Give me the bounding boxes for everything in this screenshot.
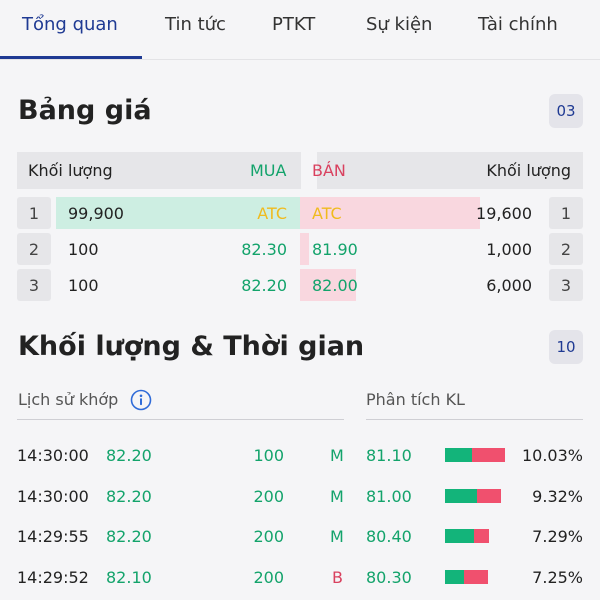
trade-time: 14:29:55 [17, 527, 89, 546]
volume-time-title: Khối lượng & Thời gian [18, 331, 365, 362]
trade-time: 14:29:52 [17, 568, 89, 587]
sell-volume-header: Khối lượng [486, 161, 571, 180]
volume-analysis-label: Phân tích KL [366, 390, 465, 409]
buy-volume-bar [445, 529, 474, 543]
tab-technical[interactable]: PTKT [272, 14, 316, 35]
sell-volume: 1,000 [486, 240, 532, 259]
analysis-price: 80.40 [366, 527, 412, 546]
trade-volume: 200 [253, 527, 284, 546]
header-divider [301, 152, 317, 189]
volume-time-count-badge[interactable]: 10 [549, 330, 583, 364]
price-board-title: Bảng giá [18, 95, 152, 126]
buy-depth-bar [56, 197, 300, 229]
buy-header: MUA [250, 161, 287, 180]
buy-price: 82.20 [241, 276, 287, 295]
trade-history-label: Lịch sử khớp [18, 390, 119, 409]
info-icon[interactable] [130, 389, 152, 411]
buy-volume-bar [445, 489, 477, 503]
analysis-price: 81.00 [366, 487, 412, 506]
sell-volume-bar [477, 489, 501, 503]
buy-price: 82.30 [241, 240, 287, 259]
sell-depth-bar [300, 269, 356, 301]
sell-volume-bar [464, 570, 488, 584]
trade-volume: 200 [253, 487, 284, 506]
active-tab-indicator [0, 56, 142, 59]
trade-volume: 100 [253, 446, 284, 465]
sell-price: 81.90 [312, 240, 358, 259]
trade-time: 14:30:00 [17, 487, 89, 506]
buy-price: ATC [257, 204, 287, 223]
buy-volume: 100 [68, 240, 99, 259]
trade-price: 82.10 [106, 568, 152, 587]
trade-side: M [330, 446, 344, 465]
analysis-divider [366, 419, 583, 420]
row-index-right: 1 [549, 197, 583, 229]
trade-price: 82.20 [106, 446, 152, 465]
trade-price: 82.20 [106, 527, 152, 546]
analysis-percent: 7.25% [532, 568, 583, 587]
buy-volume-bar [445, 570, 464, 584]
analysis-percent: 10.03% [521, 446, 583, 465]
buy-volume: 100 [68, 276, 99, 295]
sell-volume-bar [474, 529, 489, 543]
row-index-left: 1 [17, 197, 51, 229]
buy-volume: 99,900 [68, 204, 124, 223]
sell-volume-bar [472, 448, 505, 462]
trade-time: 14:30:00 [17, 446, 89, 465]
buy-volume-header: Khối lượng [28, 161, 113, 180]
buy-volume-bar [445, 448, 472, 462]
tab-news[interactable]: Tin tức [165, 14, 226, 35]
row-index-left: 2 [17, 233, 51, 265]
trade-side: M [330, 487, 344, 506]
tab-events[interactable]: Sự kiện [366, 14, 433, 35]
trade-side: B [332, 568, 343, 587]
trade-volume: 200 [253, 568, 284, 587]
history-divider [17, 419, 344, 420]
trade-side: M [330, 527, 344, 546]
analysis-price: 81.10 [366, 446, 412, 465]
sell-volume: 6,000 [486, 276, 532, 295]
sell-volume: 19,600 [476, 204, 532, 223]
analysis-percent: 7.29% [532, 527, 583, 546]
sell-depth-bar [300, 197, 480, 229]
trade-price: 82.20 [106, 487, 152, 506]
tab-finance[interactable]: Tài chính [478, 14, 558, 35]
sell-price: ATC [312, 204, 342, 223]
tab-overview[interactable]: Tổng quan [22, 14, 118, 35]
row-index-right: 3 [549, 269, 583, 301]
sell-depth-bar [300, 233, 309, 265]
analysis-price: 80.30 [366, 568, 412, 587]
sell-price: 82.00 [312, 276, 358, 295]
price-board-depth-badge[interactable]: 03 [549, 94, 583, 128]
row-index-left: 3 [17, 269, 51, 301]
analysis-percent: 9.32% [532, 487, 583, 506]
tab-bar: Tổng quan Tin tức PTKT Sự kiện Tài chính [0, 0, 600, 60]
sell-header: BÁN [312, 161, 346, 180]
row-index-right: 2 [549, 233, 583, 265]
order-book-header: Khối lượng MUA BÁN Khối lượng [17, 152, 583, 189]
